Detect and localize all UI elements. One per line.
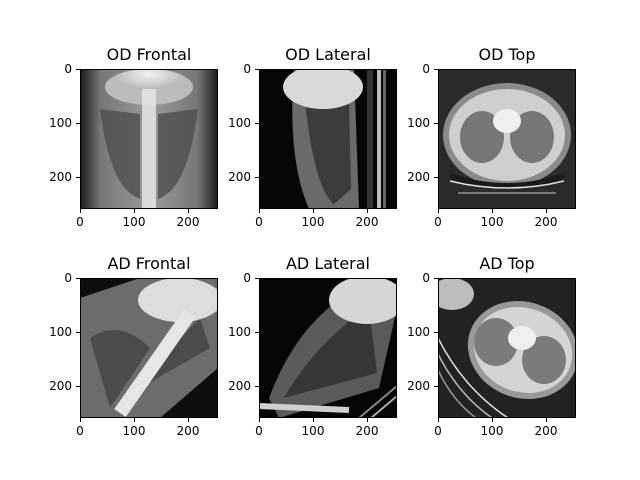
y-tick-label: 0 <box>64 62 72 76</box>
x-tick <box>313 418 314 422</box>
y-tick-label: 0 <box>243 62 251 76</box>
y-tick-label: 100 <box>49 325 72 339</box>
x-tick <box>492 418 493 422</box>
panel-title: OD Frontal <box>106 45 192 64</box>
y-tick-label: 200 <box>228 379 251 393</box>
y-tick-label: 100 <box>49 116 72 130</box>
axes-frame <box>438 69 576 209</box>
x-tick <box>188 418 189 422</box>
x-tick-label: 0 <box>434 424 442 438</box>
x-tick <box>259 418 260 422</box>
y-tick-label: 200 <box>407 379 430 393</box>
y-tick-label: 100 <box>228 116 251 130</box>
x-tick-label: 200 <box>355 424 379 438</box>
x-tick-label: 0 <box>434 215 442 229</box>
x-tick <box>134 418 135 422</box>
panel-od-frontal: OD Frontal 0 100 200 0 100 200 <box>49 45 218 229</box>
y-tick <box>255 69 259 70</box>
ct-frontal-image <box>80 278 218 418</box>
x-tick-label: 200 <box>176 424 200 438</box>
ct-axial-image <box>438 69 576 209</box>
x-tick-label: 100 <box>480 215 504 229</box>
x-tick <box>80 209 81 213</box>
x-tick <box>188 209 189 213</box>
y-tick <box>76 386 80 387</box>
x-tick <box>313 209 314 213</box>
y-tick-label: 0 <box>422 271 430 285</box>
y-tick-label: 200 <box>49 170 72 184</box>
x-tick-label: 0 <box>76 215 84 229</box>
panel-title: AD Lateral <box>285 254 370 273</box>
x-tick <box>367 209 368 213</box>
x-tick-label: 0 <box>76 424 84 438</box>
y-tick <box>434 69 438 70</box>
y-tick-label: 0 <box>422 62 430 76</box>
y-tick <box>76 332 80 333</box>
x-tick-label: 100 <box>122 215 146 229</box>
y-tick <box>255 278 259 279</box>
panel-ad-lateral: AD Lateral 0 100 200 0 100 200 <box>228 254 397 438</box>
y-tick <box>434 123 438 124</box>
axes-frame <box>259 69 397 209</box>
y-tick-label: 200 <box>49 379 72 393</box>
x-tick <box>80 418 81 422</box>
x-tick-label: 100 <box>480 424 504 438</box>
y-tick <box>76 123 80 124</box>
y-tick <box>76 177 80 178</box>
panel-od-top: OD Top 0 100 200 0 100 200 <box>407 45 576 229</box>
ct-axial-image <box>438 278 576 418</box>
x-tick-label: 200 <box>176 215 200 229</box>
axes-frame <box>259 278 397 418</box>
y-tick <box>76 69 80 70</box>
x-tick <box>438 209 439 213</box>
ct-lateral-image <box>259 278 397 418</box>
y-tick <box>434 386 438 387</box>
y-tick <box>255 332 259 333</box>
ct-frontal-image <box>80 69 218 209</box>
y-tick <box>434 332 438 333</box>
y-tick <box>255 386 259 387</box>
x-tick-label: 0 <box>255 215 263 229</box>
x-tick <box>546 418 547 422</box>
y-tick <box>255 123 259 124</box>
x-tick <box>259 209 260 213</box>
y-tick-label: 0 <box>64 271 72 285</box>
x-tick-label: 200 <box>534 424 558 438</box>
y-tick <box>434 177 438 178</box>
y-tick-label: 200 <box>407 170 430 184</box>
ct-lateral-image <box>259 69 397 209</box>
x-tick-label: 0 <box>255 424 263 438</box>
y-tick-label: 0 <box>243 271 251 285</box>
axes-frame <box>80 69 218 209</box>
x-tick-label: 200 <box>355 215 379 229</box>
x-tick <box>492 209 493 213</box>
panel-od-lateral: OD Lateral 0 100 200 0 100 200 <box>228 45 397 229</box>
panel-ad-frontal: AD Frontal 0 100 200 0 100 200 <box>49 254 218 438</box>
x-tick-label: 100 <box>301 215 325 229</box>
panel-title: AD Frontal <box>107 254 191 273</box>
y-tick-label: 100 <box>407 325 430 339</box>
y-tick <box>255 177 259 178</box>
panel-title: AD Top <box>479 254 535 273</box>
y-tick <box>76 278 80 279</box>
y-tick-label: 100 <box>407 116 430 130</box>
panel-ad-top: AD Top 0 100 200 0 100 200 <box>407 254 576 438</box>
panel-title: OD Lateral <box>285 45 371 64</box>
x-tick <box>367 418 368 422</box>
axes-frame <box>438 278 576 418</box>
y-tick <box>434 278 438 279</box>
y-tick-label: 200 <box>228 170 251 184</box>
x-tick <box>134 209 135 213</box>
x-tick-label: 200 <box>534 215 558 229</box>
x-tick-label: 100 <box>122 424 146 438</box>
x-tick <box>546 209 547 213</box>
panel-title: OD Top <box>478 45 536 64</box>
y-tick-label: 100 <box>228 325 251 339</box>
x-tick <box>438 418 439 422</box>
x-tick-label: 100 <box>301 424 325 438</box>
axes-frame <box>80 278 218 418</box>
